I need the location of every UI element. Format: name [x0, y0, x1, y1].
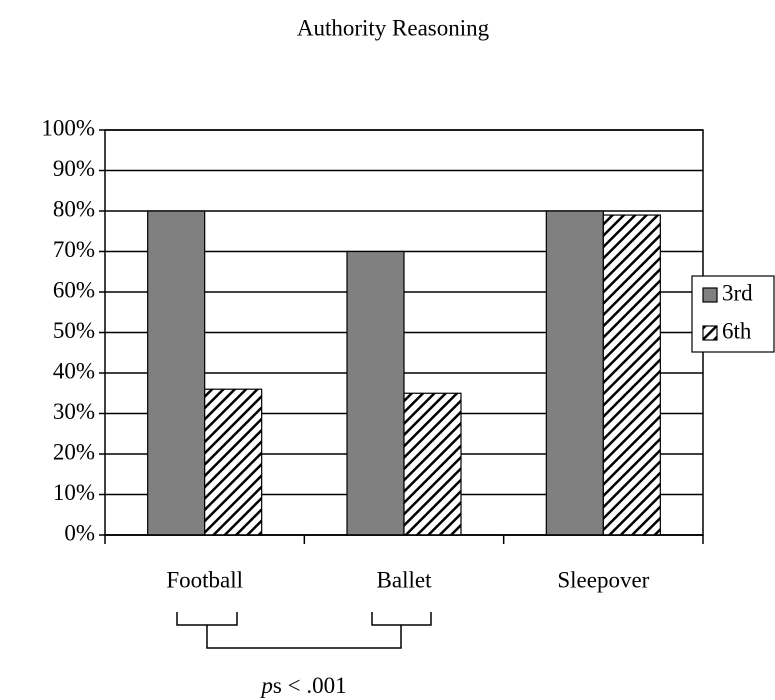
y-tick-label: 100%: [41, 115, 95, 140]
y-tick-label: 90%: [53, 156, 95, 181]
y-tick-label: 80%: [53, 196, 95, 221]
annotation: ps < .001: [259, 673, 346, 698]
annotation-rest: s < .001: [273, 673, 347, 698]
legend: 3rd 6th: [691, 275, 775, 353]
x-tick-label: Sleepover: [557, 567, 649, 592]
bar: [204, 388, 263, 536]
y-tick-label: 50%: [53, 318, 95, 343]
bar: [545, 210, 604, 536]
x-tick-label: Ballet: [377, 567, 433, 592]
y-tick-label: 20%: [53, 439, 95, 464]
legend-swatch: [702, 287, 718, 303]
legend-swatch: [702, 325, 718, 341]
bar: [403, 392, 462, 536]
chart-title: Authority Reasoning: [297, 15, 490, 40]
y-tick-label: 40%: [53, 358, 95, 383]
bar: [602, 214, 661, 536]
bar: [346, 250, 405, 536]
y-tick-label: 60%: [53, 277, 95, 302]
y-tick-label: 0%: [64, 520, 95, 545]
y-tick-label: 30%: [53, 399, 95, 424]
legend-label: 6th: [722, 318, 752, 343]
x-tick-label: Football: [166, 567, 243, 592]
y-tick-label: 10%: [53, 480, 95, 505]
legend-label: 3rd: [722, 280, 753, 305]
bar: [147, 210, 206, 536]
y-tick-label: 70%: [53, 237, 95, 262]
significance-bracket: [176, 612, 432, 649]
annotation-italic: p: [259, 673, 273, 698]
